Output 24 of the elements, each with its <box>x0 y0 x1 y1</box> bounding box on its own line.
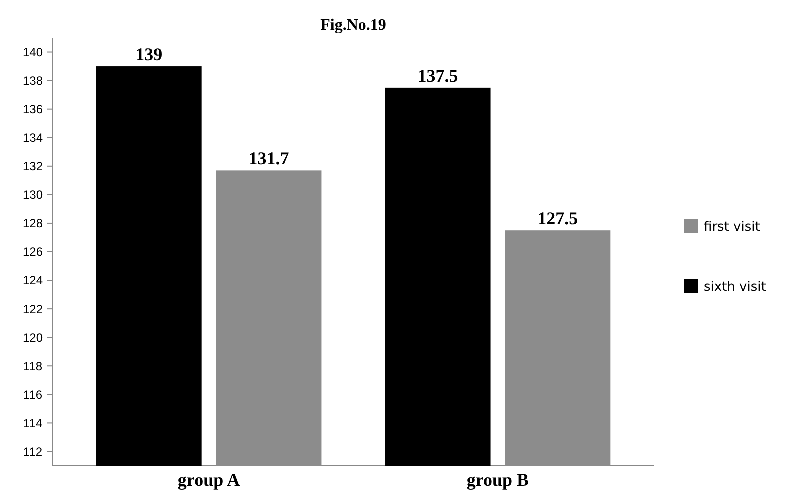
y-tick-label: 130 <box>22 188 44 202</box>
y-tick-label: 120 <box>22 330 44 345</box>
data-label: 137.5 <box>418 66 458 86</box>
data-label: 131.7 <box>248 148 290 169</box>
y-tick-label: 126 <box>22 245 44 260</box>
y-tick-label: 140 <box>22 45 44 60</box>
y-tick-label: 132 <box>22 160 44 174</box>
y-tick-label: 136 <box>22 102 44 117</box>
x-tick-label: group B <box>466 470 530 490</box>
chart-title: Fig.No.19 <box>320 17 386 34</box>
legend-label: sixth visit <box>704 280 766 295</box>
y-tick-label: 116 <box>23 388 43 402</box>
y-tick-label: 134 <box>22 131 44 146</box>
y-tick-label: 122 <box>22 302 44 316</box>
y-tick-label: 118 <box>23 359 43 374</box>
y-tick-label: 128 <box>22 216 44 231</box>
data-label: 139 <box>136 44 163 65</box>
legend-label: first visit <box>704 220 760 235</box>
y-tick-label: 114 <box>23 416 43 430</box>
x-tick-label: group A <box>178 470 240 490</box>
data-label: 127.5 <box>538 208 578 229</box>
y-tick-label: 138 <box>22 74 44 88</box>
y-tick-label: 112 <box>23 444 43 459</box>
y-tick-label: 124 <box>22 274 44 288</box>
